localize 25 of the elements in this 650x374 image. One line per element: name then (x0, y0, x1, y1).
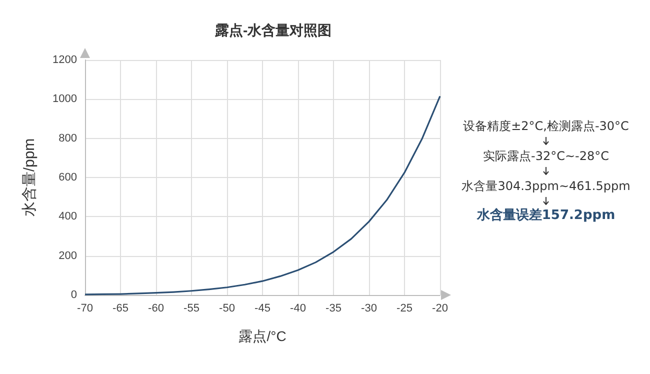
text: 水含量304.3ppm~461.5ppm (462, 179, 630, 193)
y-tick-label: 400 (58, 210, 77, 223)
x-tick-label: -40 (290, 302, 306, 314)
y-tick-label: 600 (58, 172, 77, 184)
x-tick-label: -65 (112, 302, 128, 314)
x-tick-label: -55 (184, 302, 200, 314)
text: 实际露点-32°C~-28°C (482, 149, 609, 163)
x-tick-label: -30 (361, 302, 377, 314)
x-tick-label: -70 (77, 302, 93, 314)
y-tick-label: 1000 (52, 93, 77, 106)
y-tick-label: 800 (58, 132, 77, 144)
chart-title: 露点-水含量对照图 (214, 22, 332, 38)
y-tick-label: 0 (70, 289, 77, 301)
x-tick-label: -25 (396, 302, 412, 314)
text: 设备精度±2°C,检测露点-30°C (463, 119, 629, 133)
x-tick-label: -60 (148, 302, 164, 314)
x-axis-title: 露点/°C (238, 328, 286, 344)
x-tick-label: -20 (432, 302, 448, 314)
x-tick-label: -35 (326, 302, 342, 314)
x-tick-label: -45 (254, 302, 270, 314)
text: 水含量误差157.2ppm (476, 208, 616, 223)
y-axis-title: 水含量/ppm (21, 138, 38, 217)
y-tick-label: 200 (58, 250, 77, 262)
y-tick-label: 1200 (52, 54, 77, 66)
x-tick-label: -50 (219, 302, 235, 314)
